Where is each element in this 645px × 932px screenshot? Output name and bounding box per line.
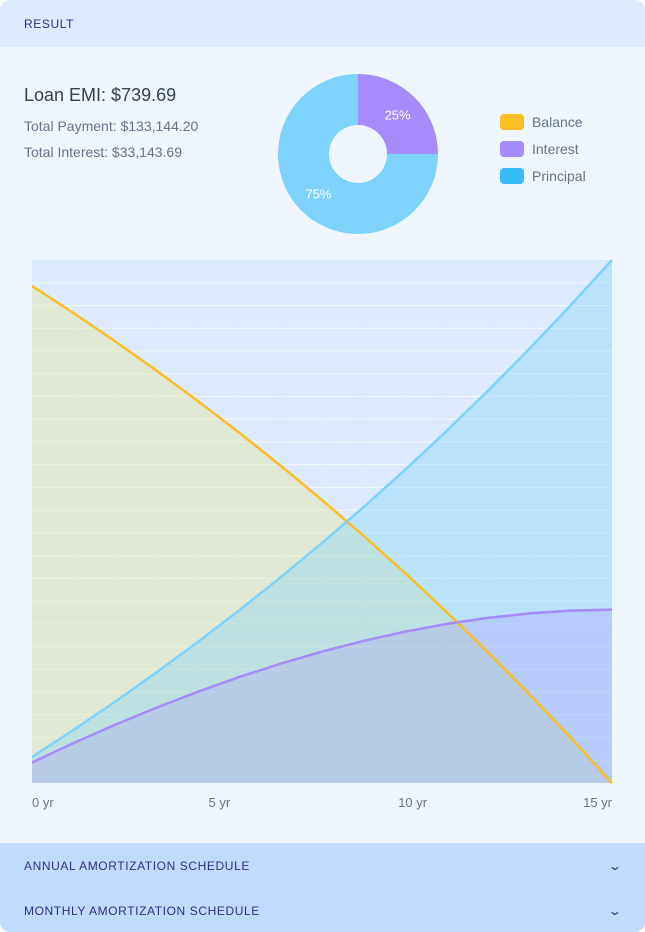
result-header: RESULT xyxy=(0,0,645,47)
loan-emi: Loan EMI: $739.69 xyxy=(24,85,177,105)
total-payment: Total Payment: $133,144.20 xyxy=(24,118,199,134)
slice-label: 75% xyxy=(305,187,331,202)
line-balance xyxy=(31,284,613,784)
chevron-down-icon: ⌄ xyxy=(608,858,624,873)
balance-swatch xyxy=(500,114,524,130)
legend-item-balance[interactable]: Balance xyxy=(500,104,586,140)
line-interest xyxy=(31,608,613,764)
line-principal xyxy=(31,259,613,759)
annual-schedule-accordion[interactable]: ANNUAL AMORTIZATION SCHEDULE ⌄ xyxy=(0,843,645,888)
interest-swatch xyxy=(500,141,524,157)
chevron-down-icon: ⌄ xyxy=(608,903,624,918)
area-principal xyxy=(32,260,612,783)
legend: Balance Interest Principal xyxy=(500,113,586,194)
result-title: RESULT xyxy=(24,16,75,31)
donut-chart: 25% 75% xyxy=(278,74,438,234)
slice-principal[interactable] xyxy=(278,74,438,234)
x-tick-label: 0 yr xyxy=(32,795,54,810)
area-interest xyxy=(32,609,612,783)
x-tick-label: 15 yr xyxy=(583,795,613,810)
amortization-chart: 0 yr 5 yr 10 yr 15 yr xyxy=(31,259,613,810)
monthly-schedule-accordion[interactable]: MONTHLY AMORTIZATION SCHEDULE ⌄ xyxy=(0,888,645,932)
x-tick-label: 5 yr xyxy=(208,795,230,810)
slice-label: 25% xyxy=(385,107,411,122)
principal-swatch xyxy=(500,168,524,184)
slice-interest[interactable] xyxy=(358,74,438,154)
legend-item-interest[interactable]: Interest xyxy=(500,131,586,167)
legend-item-principal[interactable]: Principal xyxy=(500,158,586,194)
x-tick-label: 10 yr xyxy=(398,795,428,810)
total-interest: Total Interest: $33,143.69 xyxy=(24,144,182,160)
